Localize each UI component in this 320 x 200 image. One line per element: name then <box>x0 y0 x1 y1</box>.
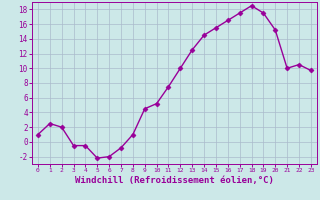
X-axis label: Windchill (Refroidissement éolien,°C): Windchill (Refroidissement éolien,°C) <box>75 176 274 185</box>
